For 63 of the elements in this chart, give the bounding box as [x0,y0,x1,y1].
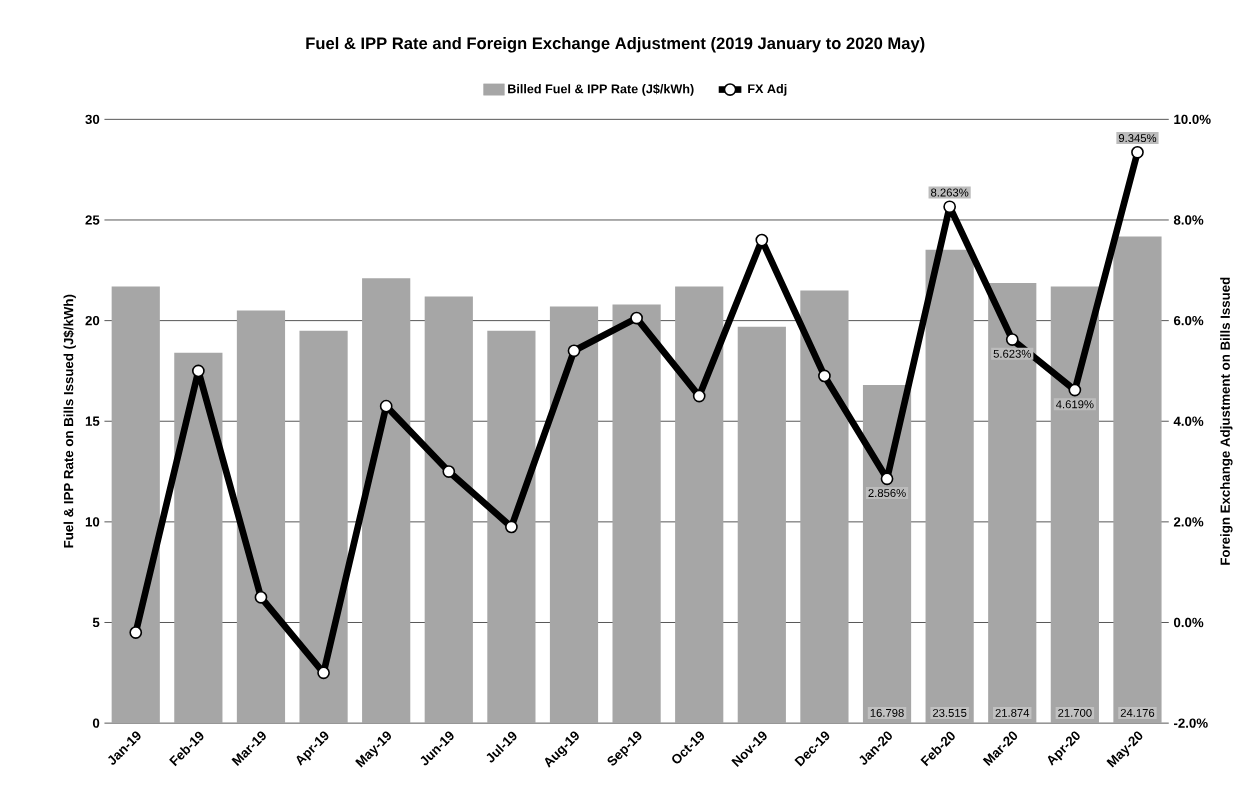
bar [299,330,348,724]
bar [862,385,912,724]
data-label: 23.515 [932,709,967,718]
point [567,344,581,358]
point [442,465,456,479]
data-label: 5.623% [993,349,1031,358]
bar [675,286,724,724]
data-label: 24.176 [1120,709,1155,718]
data-label: 9.345% [1118,134,1157,143]
bar [362,278,411,724]
point [818,369,831,383]
y-tick-label: 20 [85,316,100,326]
data-label: 2.856% [868,489,906,498]
y-tick-label: 5 [92,618,100,628]
bar [1050,286,1099,724]
bar [424,296,473,724]
y-tick-label: 30 [85,114,100,125]
y2-tick-label: 8.0% [1173,215,1204,225]
bar [1113,236,1162,724]
y2-tick-label: 2.0% [1173,517,1204,527]
y-tick-label: 25 [85,215,100,225]
bar [612,304,661,724]
bar [800,290,849,724]
point [630,311,643,325]
data-label: 21.700 [1058,709,1092,718]
y2-axis-title: Foreign Exchange Adjustment on Bills Issued [1220,277,1233,565]
bar [737,326,786,724]
bar [236,310,286,724]
chart-title: Fuel & IPP Rate and Foreign Exchange Adjustment (2019 January to 2020 May) [306,37,925,53]
point [129,626,143,640]
y2-tick-label: 4.0% [1173,416,1204,427]
data-label: 4.619% [1055,400,1094,409]
y-tick-label: 15 [85,416,100,427]
point [880,472,894,486]
point [755,233,769,247]
point [254,591,268,604]
point [1068,383,1082,397]
point [1131,146,1144,159]
bar [111,286,160,724]
y2-tick-label: 10.0% [1174,114,1211,125]
point [692,389,706,403]
point [1005,333,1019,347]
y2-tick-label: 0.0% [1173,617,1204,628]
y-axis-title: Fuel & IPP Rate on Bills Issued (J$/kWh) [63,294,76,548]
y2-tick-label: -2.0% [1173,718,1208,728]
point [505,520,518,534]
bar [487,330,536,724]
y-tick-label: 0 [92,718,100,728]
legend-label: FX Adj [748,84,787,96]
data-label: 21.874 [995,709,1030,718]
point [943,200,957,214]
bar [925,250,974,724]
bar [549,306,599,724]
y2-tick-label: 6.0% [1173,316,1204,326]
point [317,666,330,680]
bar [988,283,1037,724]
point [379,399,393,413]
point [191,364,205,378]
data-label: 16.798 [870,709,904,718]
bar [174,352,223,724]
y-tick-label: 10 [85,517,100,527]
legend-label: Billed Fuel & IPP Rate (J$/kWh) [508,84,694,96]
data-label: 8.263% [931,188,969,197]
